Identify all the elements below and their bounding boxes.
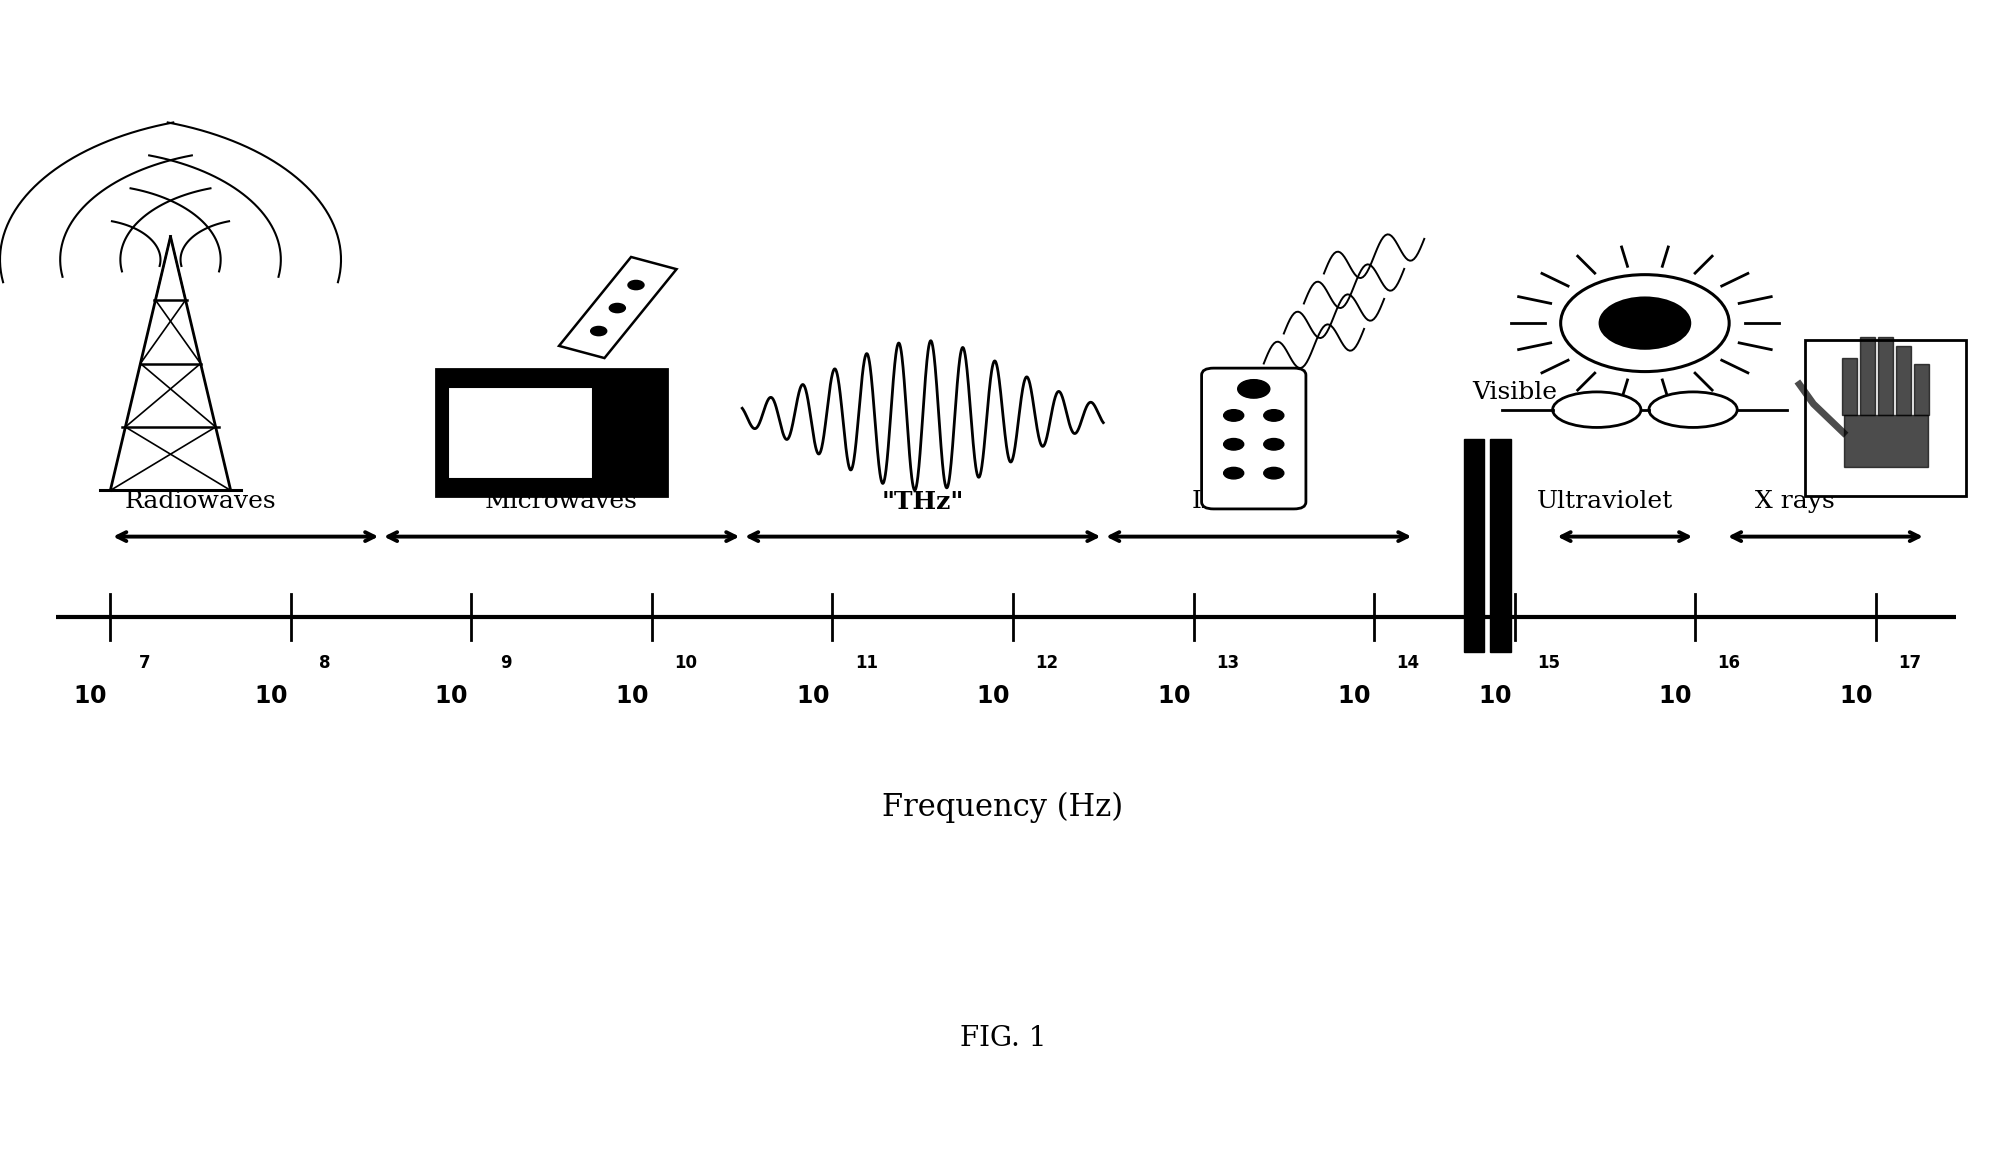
Text: X rays: X rays (1754, 490, 1835, 514)
Circle shape (602, 390, 618, 399)
Circle shape (1263, 439, 1283, 450)
Circle shape (1560, 275, 1728, 372)
Text: FIG. 1: FIG. 1 (958, 1025, 1047, 1052)
Text: Microwaves: Microwaves (485, 490, 638, 514)
Bar (1895, 346, 1911, 415)
Bar (1877, 337, 1893, 415)
Text: $\mathbf{10}$: $\mathbf{10}$ (74, 684, 106, 709)
Text: Infrared: Infrared (1191, 490, 1295, 514)
Ellipse shape (1648, 392, 1736, 427)
Circle shape (622, 441, 638, 450)
Bar (1841, 358, 1857, 415)
Circle shape (628, 280, 644, 290)
Text: $\mathbf{10}$: $\mathbf{10}$ (255, 684, 287, 709)
Circle shape (1598, 297, 1690, 350)
Bar (1859, 337, 1875, 415)
Text: $\mathbf{10}$: $\mathbf{10}$ (976, 684, 1009, 709)
Text: 11: 11 (854, 654, 878, 673)
Bar (1464, 439, 1484, 652)
Circle shape (1223, 439, 1243, 450)
Circle shape (610, 304, 626, 313)
Text: $\mathbf{10}$: $\mathbf{10}$ (1658, 684, 1690, 709)
Text: Frequency (Hz): Frequency (Hz) (882, 792, 1123, 824)
Circle shape (1223, 410, 1243, 421)
Text: $\mathbf{10}$: $\mathbf{10}$ (1157, 684, 1189, 709)
Text: 14: 14 (1395, 654, 1420, 673)
Text: $\mathbf{10}$: $\mathbf{10}$ (1478, 684, 1510, 709)
Text: 15: 15 (1536, 654, 1560, 673)
Ellipse shape (1552, 392, 1640, 427)
Text: Visible: Visible (1472, 381, 1556, 404)
Circle shape (622, 390, 638, 399)
Circle shape (602, 466, 618, 475)
Text: Radiowaves: Radiowaves (124, 490, 277, 514)
Text: 12: 12 (1035, 654, 1059, 673)
Text: $\mathbf{10}$: $\mathbf{10}$ (616, 684, 648, 709)
Text: 8: 8 (319, 654, 331, 673)
Circle shape (1263, 467, 1283, 479)
Circle shape (1223, 467, 1243, 479)
Circle shape (602, 441, 618, 450)
Bar (1490, 439, 1510, 652)
Circle shape (602, 415, 618, 425)
Text: Ultraviolet: Ultraviolet (1536, 490, 1672, 514)
Text: $\mathbf{10}$: $\mathbf{10}$ (435, 684, 467, 709)
Bar (449, 387, 593, 479)
Circle shape (622, 415, 638, 425)
Bar (1843, 415, 1927, 467)
Circle shape (589, 327, 606, 336)
FancyBboxPatch shape (1201, 368, 1305, 509)
Polygon shape (559, 257, 676, 358)
Text: 16: 16 (1716, 654, 1740, 673)
Bar (1913, 364, 1929, 415)
Text: 7: 7 (138, 654, 150, 673)
Text: $\mathbf{10}$: $\mathbf{10}$ (796, 684, 828, 709)
Circle shape (1263, 410, 1283, 421)
Circle shape (1237, 380, 1269, 398)
Text: $\mathbf{10}$: $\mathbf{10}$ (1839, 684, 1871, 709)
Text: 13: 13 (1215, 654, 1239, 673)
Text: 10: 10 (674, 654, 698, 673)
Text: "THz": "THz" (880, 490, 964, 514)
Circle shape (622, 466, 638, 475)
Bar (1804, 340, 1965, 496)
Text: 9: 9 (499, 654, 511, 673)
Text: 17: 17 (1897, 654, 1921, 673)
Text: $\mathbf{10}$: $\mathbf{10}$ (1337, 684, 1369, 709)
Bar (437, 369, 668, 496)
